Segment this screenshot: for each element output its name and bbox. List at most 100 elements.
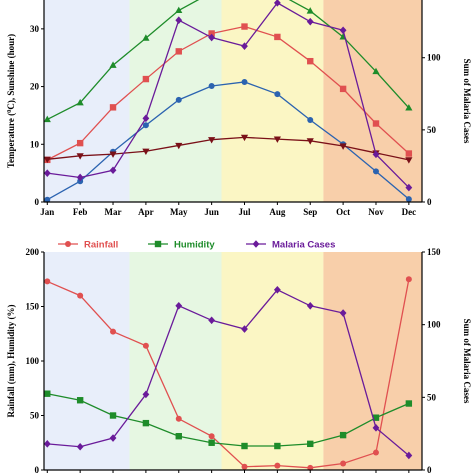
data-point <box>372 449 379 456</box>
y-axis-label-part: 0 <box>6 110 13 113</box>
data-point <box>372 150 380 159</box>
series-line <box>47 393 410 447</box>
data-point <box>405 451 413 460</box>
y-tick-label-right: 0 <box>427 465 432 474</box>
data-point <box>339 431 347 439</box>
data-point <box>241 23 248 30</box>
data-point <box>405 400 413 407</box>
data-point <box>405 196 412 203</box>
legend-label: Rainfall <box>84 240 118 251</box>
data-point <box>77 292 84 299</box>
data-point <box>306 301 314 310</box>
data-point <box>372 414 380 421</box>
data-point <box>306 7 314 14</box>
series-line <box>47 279 410 469</box>
y-axis-label-right: Sum of Malaria Cases <box>462 319 472 404</box>
season-band <box>44 252 130 470</box>
season-band <box>129 252 222 470</box>
x-tick-label: Jan <box>40 207 54 217</box>
y-tick-label-right: 50 <box>427 392 437 402</box>
data-point <box>43 440 51 448</box>
data-point <box>109 61 117 68</box>
y-axis-label-left: Rainfall (mm), Humidity (%) <box>6 305 16 418</box>
x-tick-label: Jul <box>238 207 251 217</box>
data-point <box>76 98 84 106</box>
data-point <box>110 328 117 335</box>
legend-label: Humidity <box>174 240 215 251</box>
data-point <box>208 137 216 144</box>
data-point <box>142 75 150 83</box>
data-point <box>175 301 183 310</box>
data-point <box>306 138 314 145</box>
data-point <box>241 78 248 85</box>
x-tick-label: May <box>170 207 188 217</box>
data-point <box>208 433 215 440</box>
x-tick-label: Dec <box>402 207 417 217</box>
data-point <box>208 30 215 37</box>
y-tick-label-right: 100 <box>427 320 441 330</box>
data-point <box>273 285 281 294</box>
data-point <box>339 143 347 150</box>
temperature-sunshine-chart: Jan Feb Mar Apr May Jun Jul Aug Sep Oct Nov Dec 0 10 2… <box>6 0 472 217</box>
y-axis-label-part: C), Sunshine (hour) <box>6 34 16 110</box>
data-point <box>142 148 150 156</box>
data-point <box>405 157 413 164</box>
data-point <box>175 16 183 24</box>
data-point <box>372 120 380 127</box>
y-axis-label-right: Sum of Malaria Cases <box>462 59 472 144</box>
data-point <box>307 464 314 471</box>
legend-label: Malaria Cases <box>272 240 335 251</box>
x-tick-label: Aug <box>269 207 286 217</box>
data-point <box>175 48 182 55</box>
data-point <box>274 462 281 469</box>
x-tick-label: Apr <box>138 207 154 217</box>
data-point <box>405 104 413 111</box>
data-point <box>241 463 248 470</box>
data-point <box>307 117 314 124</box>
x-tick-label: Sep <box>303 207 317 217</box>
data-point <box>109 166 117 175</box>
x-tick-label: Feb <box>73 207 88 217</box>
x-tick-label: Nov <box>368 207 384 217</box>
data-point <box>44 278 51 285</box>
data-point <box>142 114 150 123</box>
data-point <box>43 156 51 164</box>
data-point <box>43 169 51 177</box>
y-axis-label-part: Temperature ( <box>6 113 16 168</box>
data-point <box>372 67 380 75</box>
data-point <box>208 82 215 89</box>
season-band <box>221 0 324 202</box>
data-point <box>273 136 281 143</box>
data-point <box>307 440 314 448</box>
data-point <box>175 433 182 440</box>
data-point <box>175 6 183 13</box>
y-tick-label-right: 0 <box>427 197 432 207</box>
data-point <box>142 34 150 41</box>
y-tick-label-right: 150 <box>427 247 441 257</box>
data-point <box>175 96 182 103</box>
y-tick-label-left: 50 <box>30 411 40 421</box>
series-line <box>47 288 410 456</box>
y-tick-label-left: 10 <box>30 139 40 149</box>
series-line <box>47 2 410 189</box>
data-point <box>241 42 248 50</box>
data-point <box>372 168 379 175</box>
y-tick-label-left: 0 <box>35 197 40 207</box>
data-point <box>307 57 314 65</box>
season-band <box>129 0 222 202</box>
y-tick-label-left: 200 <box>26 247 40 257</box>
data-point <box>142 122 149 129</box>
legend-marker <box>65 241 71 247</box>
x-tick-label: Mar <box>105 207 122 217</box>
y-tick-label-right: 100 <box>427 53 441 63</box>
data-point <box>274 33 281 41</box>
data-point <box>405 183 413 192</box>
data-point <box>405 276 412 283</box>
data-point <box>208 316 216 325</box>
data-point <box>76 442 84 451</box>
season-band <box>44 0 130 202</box>
season-band <box>323 252 422 470</box>
data-point <box>240 134 249 142</box>
data-point <box>241 442 248 450</box>
